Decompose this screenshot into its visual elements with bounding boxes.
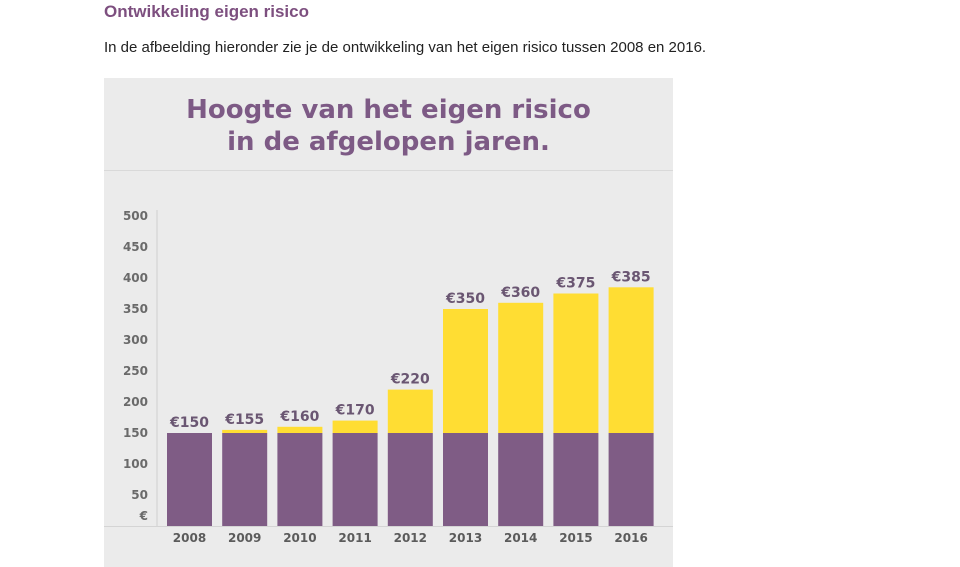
section-heading: Ontwikkeling eigen risico — [104, 2, 309, 21]
bar-value-label: €155 — [224, 412, 264, 428]
bar-base-segment — [498, 433, 544, 526]
bar-increase-segment — [277, 426, 323, 433]
bar-increase-segment — [222, 429, 268, 433]
bar-base-segment — [167, 433, 212, 526]
x-tick-label: 2015 — [559, 531, 592, 545]
x-tick-label: 2008 — [173, 531, 206, 545]
bar-increase-segment — [608, 287, 654, 433]
bar-value-label: €150 — [169, 415, 209, 431]
bar-base-segment — [553, 433, 599, 526]
y-unit-label: € — [139, 509, 148, 523]
x-tick-label: 2010 — [283, 531, 316, 545]
x-tick-label: 2013 — [449, 531, 482, 545]
bar-chart: 50 100 150 200 250 300 350 400 450 500 € €150 2008 €1… — [104, 209, 673, 545]
bar-value-label: €160 — [279, 409, 319, 425]
chart-figure: Hoogte van het eigen risico in de afgelo… — [104, 78, 673, 567]
y-tick-label: 500 — [123, 209, 148, 223]
bar-value-label: €220 — [390, 372, 430, 388]
y-tick-label: 350 — [123, 302, 148, 316]
bar-increase-segment — [443, 309, 488, 433]
x-tick-label: 2009 — [228, 531, 261, 545]
bar-value-label: €375 — [555, 276, 595, 292]
chart-title-line-2: in de afgelopen jaren. — [227, 127, 550, 157]
chart-title-line-1: Hoogte van het eigen risico — [186, 95, 591, 125]
bar-base-segment — [277, 433, 323, 526]
title-divider — [104, 170, 673, 171]
y-tick-label: 250 — [123, 364, 148, 378]
y-tick-label: 300 — [123, 333, 148, 347]
bar-increase-segment — [553, 293, 599, 433]
bar-value-label: €350 — [445, 291, 485, 307]
y-tick-label: 200 — [123, 395, 148, 409]
bar-increase-segment — [332, 420, 378, 433]
x-tick-label: 2016 — [614, 531, 647, 545]
bar-base-segment — [608, 433, 654, 526]
y-tick-label: 450 — [123, 240, 148, 254]
x-tick-label: 2014 — [504, 531, 537, 545]
intro-paragraph: In de afbeelding hieronder zie je de ont… — [104, 39, 707, 56]
bar-base-segment — [387, 433, 433, 526]
bar-increase-segment — [387, 389, 433, 433]
bar-value-label: €360 — [500, 285, 540, 301]
bar-increase-segment — [498, 302, 544, 433]
chart-title: Hoogte van het eigen risico in de afgelo… — [104, 94, 673, 158]
bar-base-segment — [222, 433, 268, 526]
bar-base-segment — [443, 433, 488, 526]
y-tick-label: 150 — [123, 426, 148, 440]
y-tick-label: 100 — [123, 457, 148, 471]
x-tick-label: 2012 — [394, 531, 427, 545]
bar-base-segment — [332, 433, 378, 526]
y-tick-label: 50 — [131, 488, 148, 502]
x-tick-label: 2011 — [338, 531, 371, 545]
bar-value-label: €170 — [335, 403, 375, 419]
bar-value-label: €385 — [611, 269, 651, 285]
y-tick-label: 400 — [123, 271, 148, 285]
